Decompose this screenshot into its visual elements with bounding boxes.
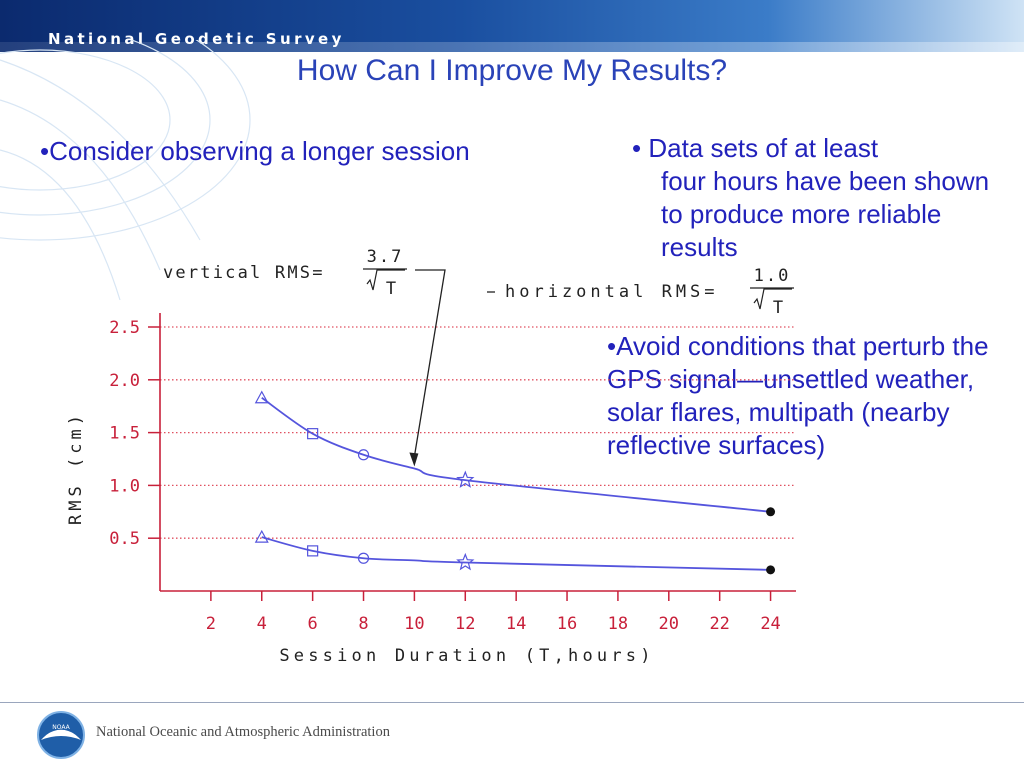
bullet-avoid-conditions: •Avoid conditions that perturb the GPS s… [607,331,989,460]
y-tick-label: 1.5 [109,424,140,444]
rms-vs-session-chart: 0.51.01.52.02.52 4 6 8 10 12 14 16 18 20 22 24 vert… [66,247,796,666]
x-tick-label: 4 [257,614,267,634]
data-point-horizontal [456,552,475,571]
x-tick-label: 16 [557,614,577,634]
noaa-logo: NOAA [37,711,85,759]
series-line-horizontal [261,536,771,571]
series-line-vertical [261,397,771,513]
bullet-data-sets-rest: four hours have been shown to produce mo… [661,166,990,262]
y-tick-label: 1.0 [109,476,140,496]
chart-grid [160,326,796,539]
y-tick-label: 2.5 [109,318,140,338]
header-band: National Geodetic Survey [0,0,1024,52]
sqrt-sign [366,269,405,291]
data-point-horizontal [254,529,269,543]
x-tick-label: 14 [506,614,526,634]
formula-numerator: 1.0 [754,266,791,286]
bullet-data-sets: • Data sets of at least four hours have … [632,132,1012,264]
sqrt-sign [753,288,792,310]
x-tick-label: 22 [709,614,729,634]
data-point-horizontal [357,552,370,564]
footer-agency-name: National Oceanic and Atmospheric Adminis… [96,724,390,740]
x-axis-label: Session Duration (T,hours) [279,646,654,666]
globe-swirl-decoration [0,40,251,301]
arrow-head [409,452,419,467]
x-tick-label: 12 [455,614,475,634]
data-point-vertical [357,449,370,461]
formula-numerator: 3.7 [367,247,404,267]
footer-divider [0,702,1024,703]
x-tick-label: 8 [358,614,368,634]
y-tick-label: 2.0 [109,371,140,391]
x-tick-label: 6 [308,614,318,634]
x-tick-label: 18 [608,614,628,634]
formula-denominator: T [773,298,783,318]
chart-axes [159,313,796,592]
bullet-data-sets-first-line: • Data sets of at least [632,133,879,163]
noaa-logo-text: NOAA [52,724,70,731]
formula-denominator: T [386,279,396,299]
y-tick-label: 0.5 [109,529,140,549]
data-point-vertical [307,428,319,440]
x-tick-label: 20 [659,614,679,634]
data-point-vertical [766,507,776,517]
annotation-arrow [413,269,446,457]
slide-title: How Can I Improve My Results? [296,54,728,87]
y-axis-label: RMS (cm) [66,411,86,525]
data-point-horizontal [307,545,319,557]
x-tick-label: 10 [404,614,424,634]
data-point-vertical [456,470,475,488]
chart-series [254,390,776,575]
formula-label: vertical RMS= [163,263,325,283]
x-tick-label: 2 [206,614,216,634]
x-tick-label: 24 [760,614,780,634]
bullet-longer-session: •Consider observing a longer session [40,136,470,166]
data-point-horizontal [766,565,776,575]
chart-ticks: 0.51.01.52.02.52 4 6 8 10 12 14 16 18 20 22 24 [109,318,781,634]
chart-annotations: vertical RMS= 3.7 T horizontal RMS= 1.0 T [163,247,794,467]
formula-label: horizontal RMS= [505,282,719,302]
data-point-vertical [254,390,269,404]
